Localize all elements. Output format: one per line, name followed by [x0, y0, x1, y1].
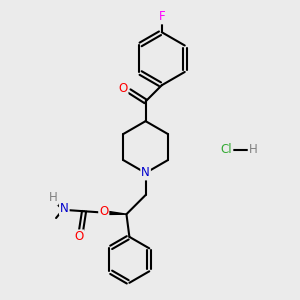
Text: O: O [74, 230, 83, 243]
Text: H: H [249, 143, 257, 157]
Text: O: O [99, 205, 108, 218]
Text: N: N [141, 167, 150, 179]
Polygon shape [105, 211, 126, 214]
Text: N: N [60, 202, 69, 215]
Text: F: F [158, 11, 165, 23]
Text: Cl: Cl [221, 143, 232, 157]
Text: H: H [49, 191, 58, 205]
Text: O: O [118, 82, 128, 95]
